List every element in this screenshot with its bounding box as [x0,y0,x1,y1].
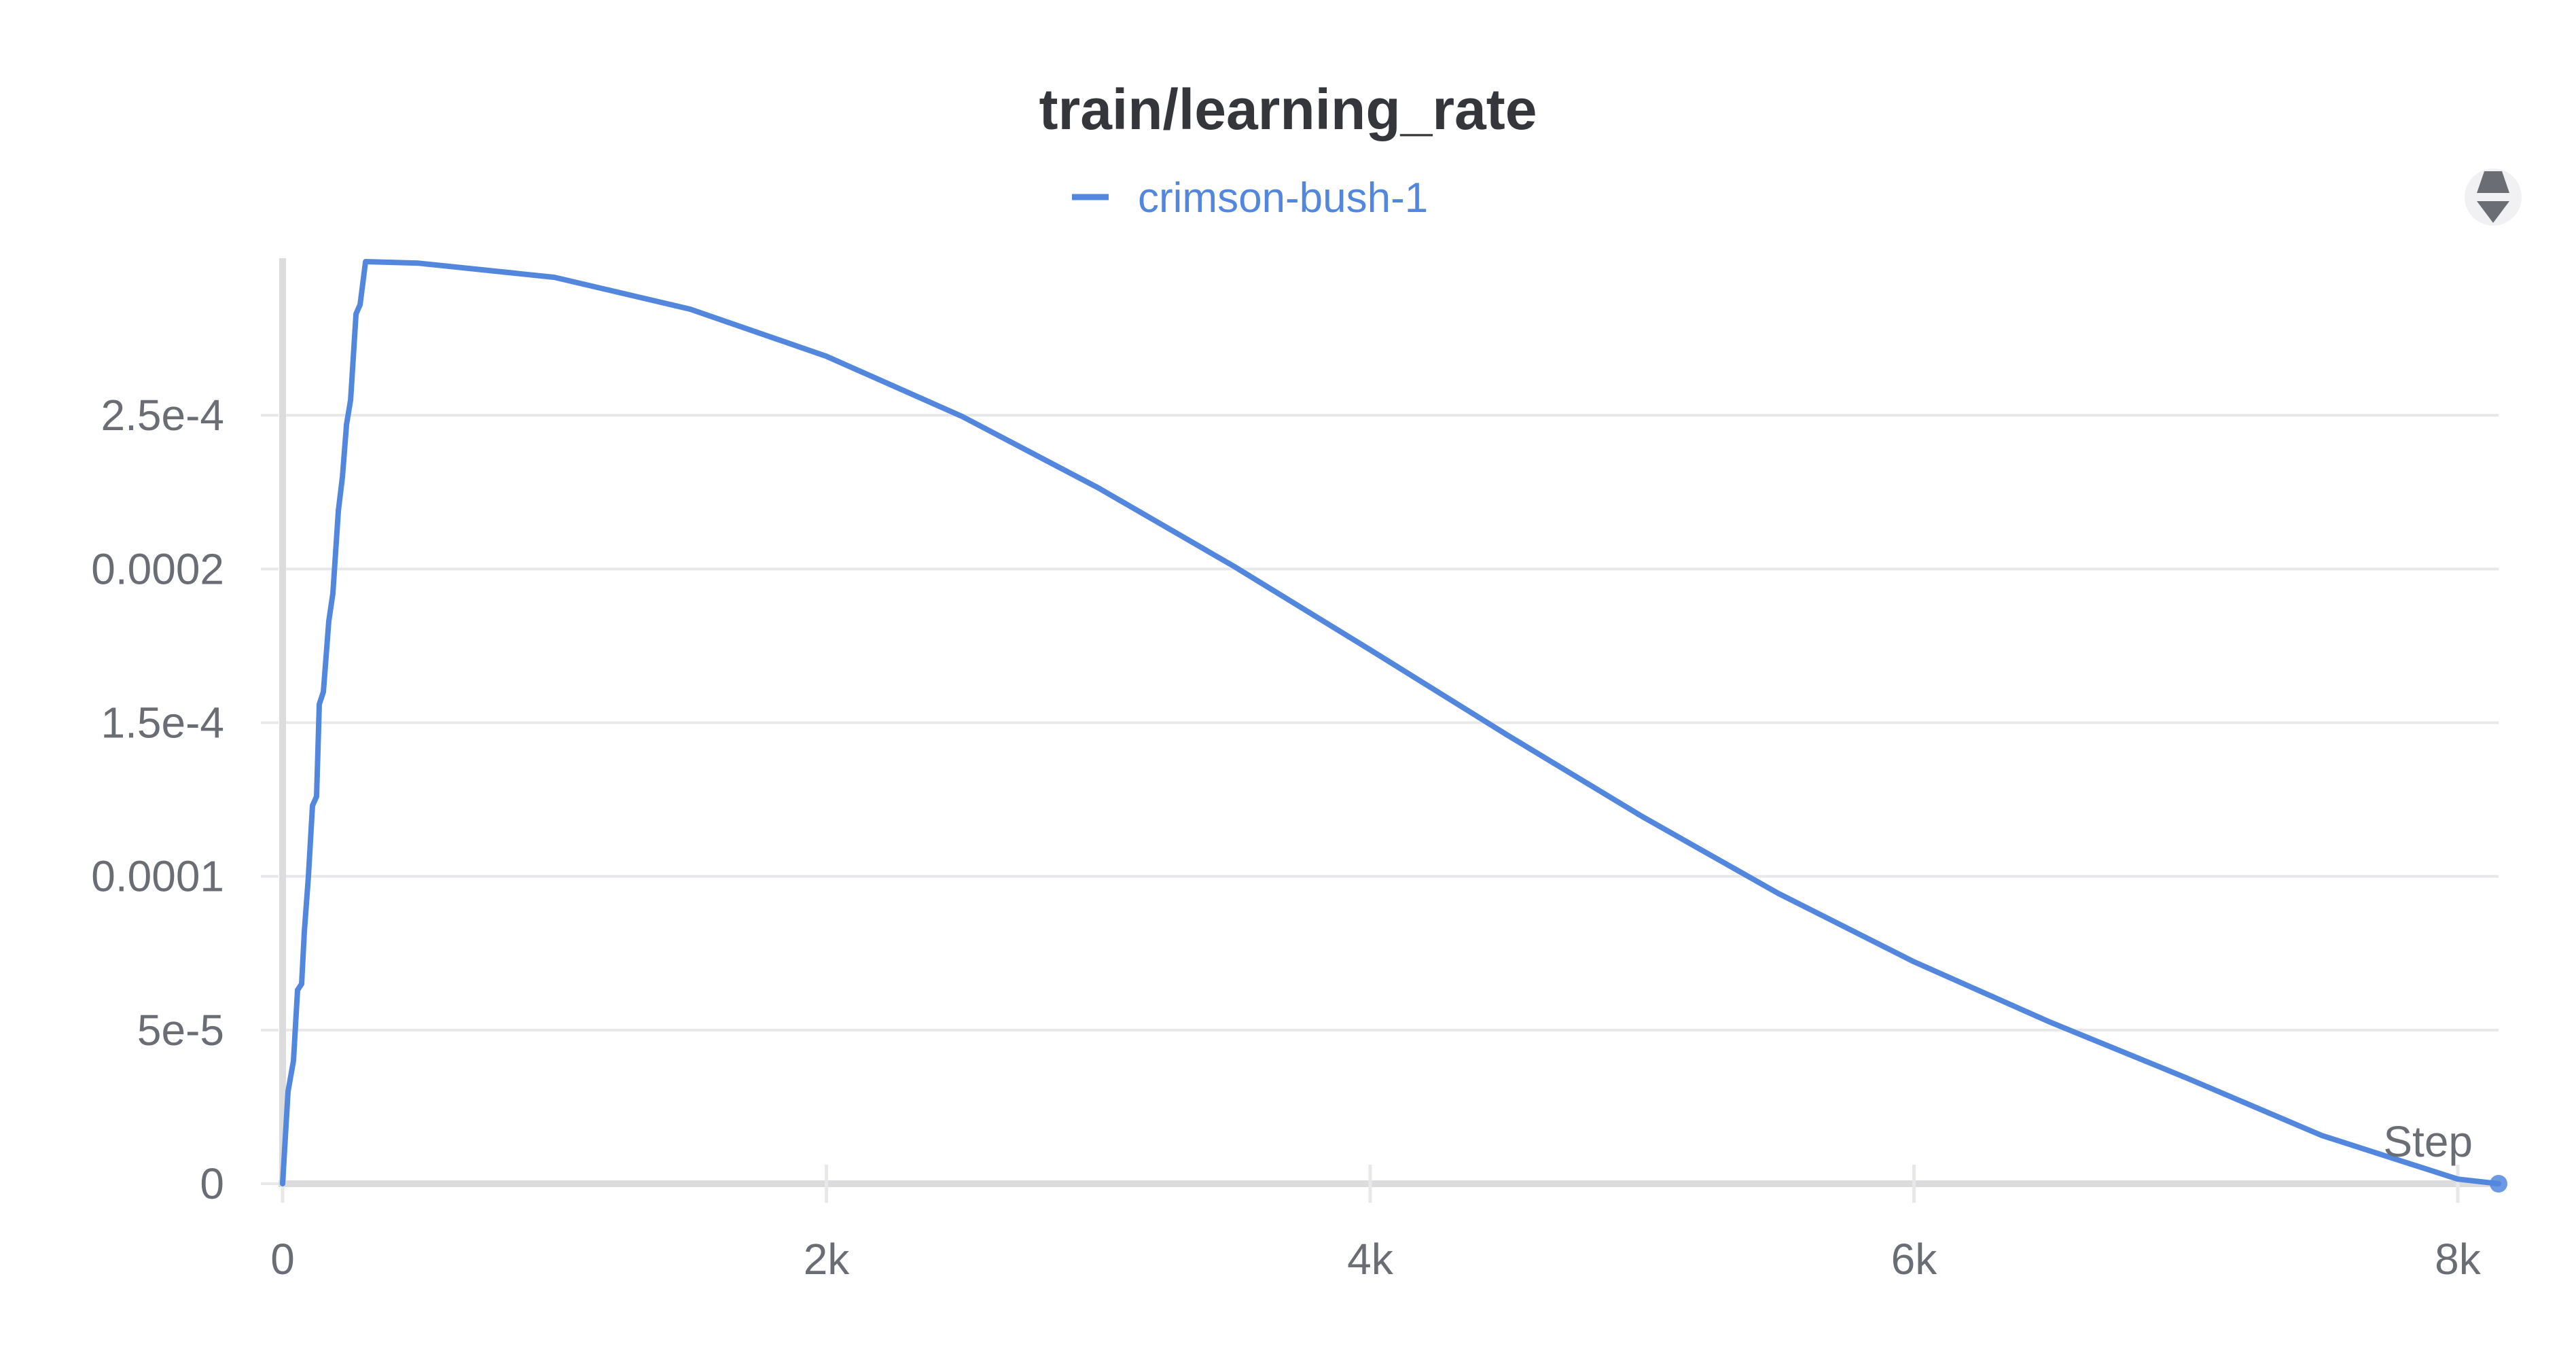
x-axis-ticks: 0 2k 4k 6k 8k [270,1165,2482,1284]
legend-label: crimson-bush-1 [1138,175,1428,222]
chart-title: train/learning_rate [1039,77,1537,141]
grid [283,414,2499,1032]
axes [279,258,2499,1187]
y-tick-label: 0 [200,1159,224,1208]
legend-scroll-down-icon[interactable] [2477,201,2509,223]
legend-scroll-icon[interactable] [2465,169,2522,226]
series-end-marker [2490,1175,2507,1193]
x-tick-label: 0 [270,1235,295,1284]
series-line-crimson-bush-1 [280,259,2501,1186]
y-tick-label: 5e-5 [137,1006,224,1055]
series-layer [280,259,2507,1193]
y-tick-label: 0.0001 [91,852,224,901]
legend-scroll-icon-bg [2465,169,2522,226]
x-tick-label: 2k [804,1235,851,1284]
y-tick-label: 0.0002 [91,544,224,593]
y-tick-label: 1.5e-4 [101,699,224,747]
legend: crimson-bush-1 [1072,175,1428,222]
legend-scroll-up-icon[interactable] [2477,171,2509,193]
y-tick-label: 2.5e-4 [101,391,224,440]
x-tick-label: 8k [2435,1235,2482,1284]
x-tick-label: 4k [1347,1235,1394,1284]
y-axis-ticks: 0 5e-5 0.0001 1.5e-4 0.0002 2.5e-4 [91,391,279,1208]
x-axis-title: Step [2383,1117,2473,1166]
x-tick-label: 6k [1891,1235,1938,1284]
